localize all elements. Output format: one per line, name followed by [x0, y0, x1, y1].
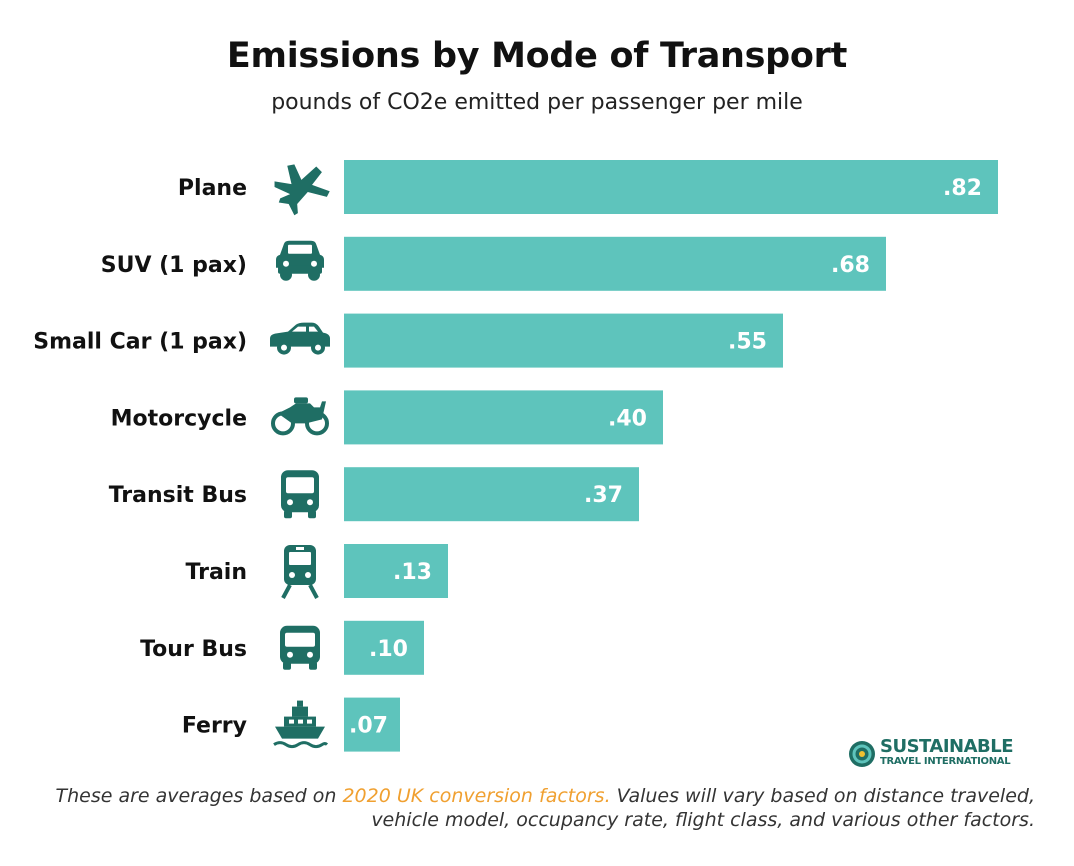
bar-motorcycle — [344, 390, 663, 445]
category-label: Train — [186, 560, 248, 585]
value-label: .07 — [349, 714, 388, 739]
bar-chart: Plane .82 SUV (1 pax) .68 Small Car (1 pax).… — [33, 160, 998, 752]
footnote-text-end: Values will vary based on distance trave… — [371, 785, 1035, 831]
bar-train — [344, 544, 448, 598]
suv-icon — [276, 240, 324, 281]
globe-logo-icon — [849, 741, 875, 767]
chart-title: Emissions by Mode of Transport — [226, 36, 848, 76]
bar-ferry — [344, 697, 400, 752]
value-label: .82 — [943, 176, 982, 201]
category-label: Motorcycle — [111, 406, 247, 431]
logo-line-1: SUSTAINABLE — [880, 736, 1014, 757]
footnote-text-start: These are averages based on — [55, 785, 343, 807]
bar-plane — [344, 160, 998, 214]
transit-bus-icon — [281, 470, 319, 519]
value-label: .40 — [608, 406, 647, 431]
plane-icon — [274, 164, 330, 216]
train-icon — [281, 545, 319, 599]
tour-bus-icon — [280, 625, 320, 670]
value-label: .37 — [584, 483, 623, 508]
category-label: Tour Bus — [140, 637, 247, 662]
ferry-icon — [273, 700, 329, 749]
category-label: Small Car (1 pax) — [33, 330, 247, 355]
motorcycle-icon — [271, 397, 329, 436]
bar-tour-bus — [344, 620, 424, 675]
small-car-icon — [270, 322, 330, 355]
chart-subtitle: pounds of CO2e emitted per passenger per… — [271, 90, 803, 115]
sustainable-travel-logo: SUSTAINABLE TRAVEL INTERNATIONAL — [848, 736, 1018, 772]
category-label: Transit Bus — [109, 483, 247, 508]
bar-transit-bus — [344, 467, 639, 522]
bar-suv-1-pax — [344, 236, 886, 291]
bar-small-car-1-pax — [344, 313, 783, 368]
category-label: Plane — [178, 176, 247, 201]
category-label: Ferry — [182, 714, 247, 739]
category-label: SUV (1 pax) — [101, 253, 247, 278]
value-label: .55 — [728, 330, 767, 355]
logo-line-2: TRAVEL INTERNATIONAL — [880, 756, 1011, 767]
value-label: .13 — [393, 560, 432, 585]
value-label: .10 — [369, 637, 408, 662]
value-label: .68 — [831, 253, 870, 278]
conversion-factors-link[interactable]: 2020 UK conversion factors. — [342, 785, 611, 807]
footnote: These are averages based on 2020 UK conv… — [20, 784, 1036, 832]
